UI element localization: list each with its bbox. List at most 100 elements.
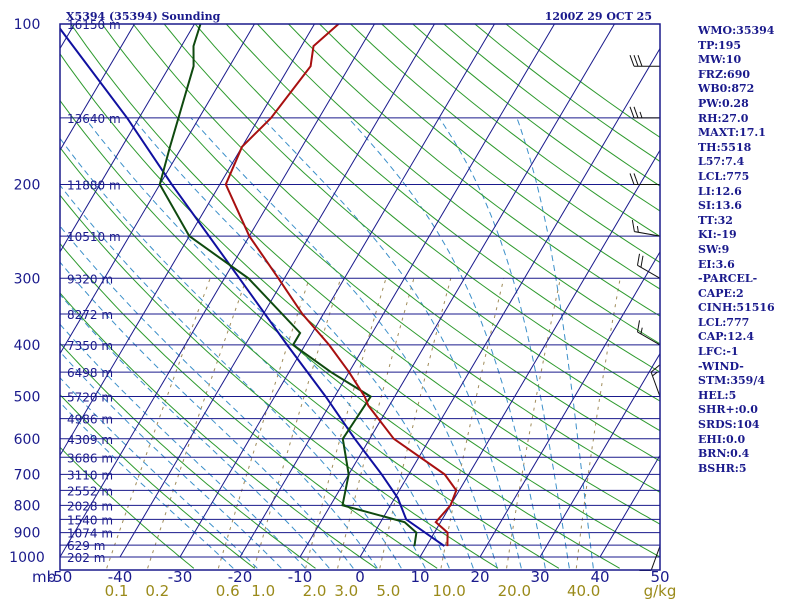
index-item: TT:32 bbox=[698, 213, 733, 227]
dry-adiabat-line bbox=[60, 194, 499, 569]
pressure-tick-label: 1000 bbox=[9, 550, 45, 566]
wind-barb bbox=[636, 253, 661, 279]
index-item: EHI:0.0 bbox=[698, 432, 746, 446]
isotherm-line bbox=[119, 24, 435, 558]
mixing-ratio-line bbox=[379, 278, 452, 569]
wind-barb bbox=[629, 55, 660, 67]
isotherm-line bbox=[299, 24, 615, 558]
index-item: LCL:777 bbox=[698, 315, 750, 329]
height-label: 7350 m bbox=[67, 339, 113, 353]
mixing-ratio-tick-label: 2.0 bbox=[303, 582, 327, 600]
height-label: 5720 m bbox=[67, 391, 113, 405]
mixing-ratio-line bbox=[305, 278, 387, 569]
dry-adiabat-line bbox=[350, 24, 660, 264]
dry-adiabat-line bbox=[60, 446, 195, 569]
chart-title-right: 1200Z 29 OCT 25 bbox=[545, 10, 652, 23]
temperature-tick-label: 50 bbox=[650, 568, 669, 586]
index-item: CAPE:2 bbox=[698, 286, 744, 300]
temperature-tick-label: 40 bbox=[590, 568, 609, 586]
isotherm-line bbox=[60, 24, 195, 253]
temperature-tick-label: -50 bbox=[48, 568, 73, 586]
pressure-tick-label: 400 bbox=[14, 338, 41, 354]
mixing-ratio-tick-label: 0.6 bbox=[216, 582, 240, 600]
mixing-ratio-lines bbox=[106, 278, 621, 569]
pressure-unit-label: mb bbox=[32, 568, 56, 586]
index-item: KI:-19 bbox=[698, 228, 737, 242]
isotherm-line bbox=[60, 24, 255, 355]
index-item: MW:10 bbox=[698, 53, 742, 67]
moist-adiabat-line bbox=[60, 401, 234, 569]
plot-frame bbox=[59, 23, 661, 571]
height-label: 629 m bbox=[67, 539, 105, 553]
height-label: 2028 m bbox=[67, 499, 113, 513]
height-label: 6498 m bbox=[67, 366, 113, 380]
mixing-ratio-tick-label: 5.0 bbox=[376, 582, 400, 600]
stability-indices-panel: WMO:35394 TP:195 MW:10 FRZ:690 WB0:872 PW:0.2… bbox=[698, 24, 775, 476]
wind-barb bbox=[629, 173, 660, 185]
pressure-tick-label: 800 bbox=[14, 498, 41, 514]
index-item: -WIND- bbox=[698, 359, 744, 373]
index-item: BRN:0.4 bbox=[698, 447, 750, 461]
dry-adiabat-line bbox=[60, 342, 316, 569]
mixing-ratio-tick-label: 10.0 bbox=[432, 582, 465, 600]
isotherm-line bbox=[359, 47, 660, 558]
mixing-ratio-tick-label: 0.2 bbox=[145, 582, 169, 600]
temperature-tick-label: -20 bbox=[228, 568, 253, 586]
isotherm-line bbox=[60, 24, 315, 457]
mixing-ratio-line bbox=[253, 278, 342, 569]
index-item: EI:3.6 bbox=[698, 257, 735, 271]
dry-adiabat-line bbox=[163, 24, 660, 432]
isotherm-line bbox=[239, 24, 555, 558]
mixing-ratio-line bbox=[440, 278, 505, 569]
temperature-tick-label: 10 bbox=[410, 568, 429, 586]
pressure-tick-label: 300 bbox=[14, 271, 41, 287]
index-item: CINH:51516 bbox=[698, 301, 775, 315]
chart-title-left: X5394 (35394) Sounding bbox=[66, 10, 221, 23]
mixing-ratio-tick-label: 3.0 bbox=[334, 582, 358, 600]
wind-barb bbox=[636, 320, 661, 346]
sounding-profiles bbox=[60, 24, 458, 547]
dry-adiabat-line bbox=[132, 24, 660, 462]
index-item: TH:5518 bbox=[698, 140, 752, 154]
index-item: TP:195 bbox=[698, 38, 742, 52]
dewpoint-trace bbox=[158, 24, 418, 547]
mixing-ratio-tick-label: 20.0 bbox=[498, 582, 531, 600]
dry-adiabat-line bbox=[70, 24, 660, 525]
mixing-ratio-line bbox=[337, 278, 415, 569]
index-item: PW:0.28 bbox=[698, 96, 749, 110]
index-item: SI:13.6 bbox=[698, 199, 742, 213]
index-item: WB0:872 bbox=[698, 82, 755, 96]
height-label: 1540 m bbox=[67, 513, 113, 527]
mixing-ratio-line bbox=[217, 278, 310, 569]
index-item: LCL:775 bbox=[698, 169, 750, 183]
temperature-tick-label: -40 bbox=[108, 568, 133, 586]
height-label: 13640 m bbox=[67, 112, 121, 126]
temperature-trace bbox=[224, 24, 458, 547]
height-label: 3686 m bbox=[67, 451, 113, 465]
index-item: SRDS:104 bbox=[698, 418, 760, 432]
wind-barb bbox=[650, 364, 661, 397]
height-label: 8272 m bbox=[67, 308, 113, 322]
mixing-ratio-tick-label: 40.0 bbox=[567, 582, 600, 600]
pressure-tick-label: 700 bbox=[14, 467, 41, 483]
index-item: SHR+:0.0 bbox=[698, 403, 758, 417]
height-label: 4986 m bbox=[67, 413, 113, 427]
temperature-tick-label: -30 bbox=[168, 568, 193, 586]
index-item: -PARCEL- bbox=[698, 272, 758, 286]
isotherm-line bbox=[60, 24, 135, 152]
pressure-tick-label: 600 bbox=[14, 432, 41, 448]
index-item: SW:9 bbox=[698, 242, 730, 256]
temperature-tick-label: -10 bbox=[288, 568, 313, 586]
height-label: 9320 m bbox=[67, 272, 113, 286]
temperature-tick-label: 30 bbox=[530, 568, 549, 586]
mixing-ratio-unit-label: g/kg bbox=[644, 582, 677, 600]
isotherm-line bbox=[479, 250, 660, 558]
height-label: 1074 m bbox=[67, 527, 113, 541]
temperature-tick-label: 0 bbox=[355, 568, 365, 586]
wind-barb bbox=[631, 219, 661, 237]
axis-labels: 0.1 0.2 0.6 1.0 2.0 3.0 5.0 10.0 20.0 40.0 g/kg 161… bbox=[9, 17, 676, 600]
wind-barb bbox=[629, 106, 660, 119]
pressure-tick-label: 200 bbox=[14, 177, 41, 193]
isotherms bbox=[60, 24, 660, 558]
